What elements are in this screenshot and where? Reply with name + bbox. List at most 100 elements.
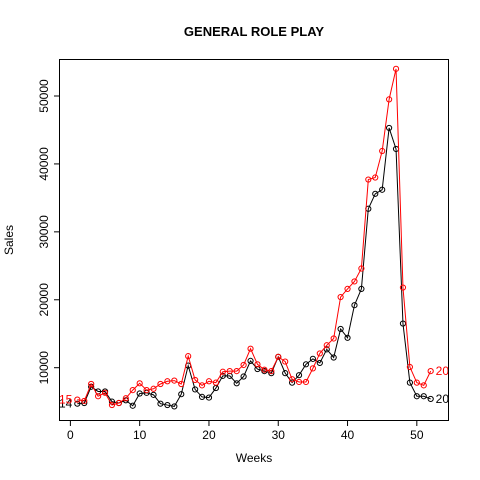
data-point xyxy=(178,391,185,398)
data-point xyxy=(316,359,323,367)
x-tick-label: 10 xyxy=(133,428,147,442)
data-point xyxy=(309,365,316,372)
data-point xyxy=(386,124,393,132)
data-point xyxy=(427,395,434,403)
data-point xyxy=(282,358,289,365)
data-point xyxy=(413,379,420,386)
data-point xyxy=(427,367,434,375)
series-start-label: 2015 xyxy=(46,393,73,407)
data-point xyxy=(101,389,109,396)
data-point xyxy=(302,378,310,386)
data-point xyxy=(365,176,372,183)
x-axis: 0 10 20 30 40 50 xyxy=(67,420,424,442)
x-tick-label: 40 xyxy=(341,428,355,442)
series-1: 2015 2015 xyxy=(46,65,448,409)
data-point xyxy=(192,386,199,393)
data-point xyxy=(192,376,199,384)
data-point xyxy=(406,379,413,386)
data-point xyxy=(129,402,136,409)
data-point xyxy=(136,380,143,387)
data-point xyxy=(420,393,427,400)
x-tick-label: 20 xyxy=(202,428,216,442)
data-point xyxy=(143,387,150,394)
data-point xyxy=(295,378,303,386)
data-point xyxy=(219,368,226,375)
data-point xyxy=(198,382,206,389)
data-point xyxy=(289,376,296,383)
data-point xyxy=(413,393,420,400)
data-point xyxy=(81,397,88,405)
data-point xyxy=(323,346,330,353)
x-tick-label: 30 xyxy=(272,428,286,442)
data-point xyxy=(247,357,254,365)
data-point xyxy=(392,65,400,72)
data-point xyxy=(205,378,213,385)
data-point xyxy=(358,285,365,293)
data-point xyxy=(247,345,254,352)
y-tick-label: 40000 xyxy=(37,147,51,181)
y-tick-label: 10000 xyxy=(37,351,51,385)
data-point xyxy=(164,401,171,409)
data-point xyxy=(337,293,344,301)
data-point xyxy=(399,284,407,291)
plot-area-frame xyxy=(59,59,449,421)
y-tick-label: 50000 xyxy=(37,79,51,113)
data-point xyxy=(399,320,407,327)
x-tick-label: 50 xyxy=(410,428,424,442)
data-point xyxy=(379,186,386,193)
x-axis-label: Weeks xyxy=(236,451,272,465)
data-point xyxy=(74,396,81,403)
series-start-label: 2014 xyxy=(46,397,73,411)
data-point xyxy=(198,393,206,401)
series-line xyxy=(77,127,431,407)
data-point xyxy=(95,393,102,400)
data-point xyxy=(316,350,323,357)
data-point xyxy=(108,401,116,409)
data-point xyxy=(254,361,261,368)
data-point xyxy=(226,367,233,375)
data-point xyxy=(212,379,219,386)
data-point xyxy=(129,387,136,394)
data-point xyxy=(171,403,178,410)
data-point xyxy=(420,382,427,389)
data-point xyxy=(289,379,296,386)
data-point xyxy=(372,174,379,181)
data-point xyxy=(295,372,303,379)
data-point xyxy=(309,355,316,362)
data-point xyxy=(88,380,95,388)
data-point xyxy=(351,278,358,285)
series-line xyxy=(77,68,432,406)
data-point xyxy=(74,400,81,407)
data-point xyxy=(372,190,379,197)
data-point xyxy=(406,363,413,371)
data-point xyxy=(122,395,129,402)
data-point xyxy=(150,385,157,392)
x-tick-label: 0 xyxy=(67,428,74,442)
data-point xyxy=(323,342,330,349)
data-point xyxy=(171,377,178,384)
data-point xyxy=(136,390,143,397)
data-point xyxy=(233,367,240,375)
data-point xyxy=(358,265,365,272)
data-point xyxy=(261,366,268,373)
data-point xyxy=(185,353,192,360)
data-point xyxy=(337,325,344,333)
data-point xyxy=(157,380,164,388)
data-point xyxy=(115,399,122,407)
data-point xyxy=(178,380,185,388)
data-point xyxy=(157,400,164,407)
y-axis: 10000 20000 30000 40000 50000 xyxy=(37,79,60,384)
data-point xyxy=(164,378,171,385)
series-end-label: 2014 xyxy=(436,392,463,406)
data-point xyxy=(150,391,157,398)
data-point xyxy=(275,353,282,360)
y-tick-label: 30000 xyxy=(37,215,51,249)
y-axis-label: Sales xyxy=(2,225,16,255)
chart-title: GENERAL ROLE PLAY xyxy=(184,24,324,39)
data-point xyxy=(282,370,289,377)
y-tick-label: 20000 xyxy=(37,283,51,317)
data-point xyxy=(386,96,393,103)
data-point xyxy=(268,367,275,375)
